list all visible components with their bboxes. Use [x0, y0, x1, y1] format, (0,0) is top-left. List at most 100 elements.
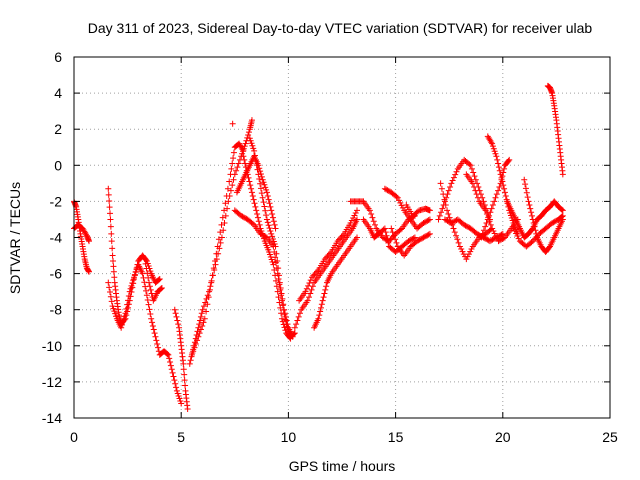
data-point: [324, 253, 331, 260]
data-point: [306, 279, 313, 286]
data-point: [268, 207, 275, 214]
data-point: [245, 129, 252, 136]
data-point: [381, 235, 388, 242]
data-point: [145, 301, 152, 308]
x-tick-label: 10: [281, 429, 297, 445]
data-point: [525, 198, 532, 205]
data-point: [513, 230, 520, 237]
data-point: [265, 196, 272, 203]
data-point: [495, 187, 502, 194]
data-point: [233, 167, 240, 174]
data-point: [105, 279, 112, 286]
data-point: [239, 213, 246, 220]
series-seg13: [246, 135, 296, 340]
data-point: [257, 180, 264, 187]
x-tick-labels: 0 5 10 15 20 25: [70, 429, 618, 445]
data-point: [192, 340, 199, 347]
data-point: [238, 212, 245, 219]
data-point: [275, 265, 282, 272]
data-point: [483, 220, 490, 227]
data-point: [522, 181, 529, 188]
data-point: [269, 233, 276, 240]
data-point: [107, 293, 114, 300]
data-point: [500, 235, 507, 242]
data-point: [440, 191, 447, 198]
data-point: [526, 202, 533, 209]
data-point: [257, 225, 264, 232]
data-point: [241, 156, 248, 163]
data-point: [217, 239, 224, 246]
data-point: [383, 232, 390, 239]
data-point: [254, 214, 261, 221]
data-point: [295, 313, 302, 320]
series-seg2: [71, 221, 93, 245]
data-point: [323, 283, 330, 290]
data-point: [155, 276, 162, 283]
data-point: [354, 216, 361, 223]
data-point: [453, 232, 460, 239]
data-point: [167, 362, 174, 369]
data-point: [215, 236, 222, 243]
data-point: [491, 198, 498, 205]
data-point: [471, 173, 478, 180]
data-point: [490, 228, 497, 235]
data-point: [256, 221, 263, 228]
data-point: [260, 233, 267, 240]
data-point: [191, 344, 198, 351]
data-point: [522, 185, 529, 192]
data-point: [252, 157, 259, 164]
data-point: [276, 279, 283, 286]
data-point: [496, 237, 503, 244]
data-point: [197, 317, 204, 324]
data-point: [530, 220, 537, 227]
data-point: [291, 324, 298, 331]
data-point: [352, 209, 359, 216]
data-point: [528, 209, 535, 216]
data-point: [171, 306, 178, 313]
data-point: [484, 236, 491, 243]
data-point: [282, 313, 289, 320]
data-point: [493, 153, 500, 160]
data-point: [351, 212, 358, 219]
data-point: [482, 223, 489, 230]
data-point: [178, 400, 185, 407]
data-point: [265, 222, 272, 229]
data-point: [218, 234, 225, 241]
data-point: [458, 246, 465, 253]
data-point: [500, 169, 507, 176]
data-point: [494, 156, 501, 163]
data-point: [449, 177, 456, 184]
data-point: [438, 209, 445, 216]
data-point: [506, 156, 513, 163]
data-point: [450, 174, 457, 181]
data-point: [369, 214, 376, 221]
data-point: [439, 205, 446, 212]
data-point: [475, 231, 482, 238]
data-point: [129, 279, 136, 286]
data-point: [383, 186, 390, 193]
data-point: [261, 203, 268, 210]
data-point: [450, 225, 457, 232]
data-point: [245, 131, 252, 138]
data-point: [338, 233, 345, 240]
data-point: [275, 272, 282, 279]
data-point: [396, 197, 403, 204]
data-point: [122, 310, 129, 317]
data-point: [308, 286, 315, 293]
data-point: [196, 330, 203, 337]
data-point: [144, 270, 151, 277]
data-point: [423, 233, 430, 240]
y-tick-label: 2: [54, 121, 62, 137]
data-point: [257, 168, 264, 175]
data-point: [487, 221, 494, 228]
data-point: [263, 189, 270, 196]
data-point: [158, 285, 165, 292]
series-seg12: [240, 153, 294, 342]
data-point: [559, 216, 566, 223]
data-point: [145, 274, 152, 281]
series-seg30: [521, 176, 566, 255]
x-tick-label: 5: [177, 429, 185, 445]
data-point: [529, 216, 536, 223]
data-point: [384, 236, 391, 243]
